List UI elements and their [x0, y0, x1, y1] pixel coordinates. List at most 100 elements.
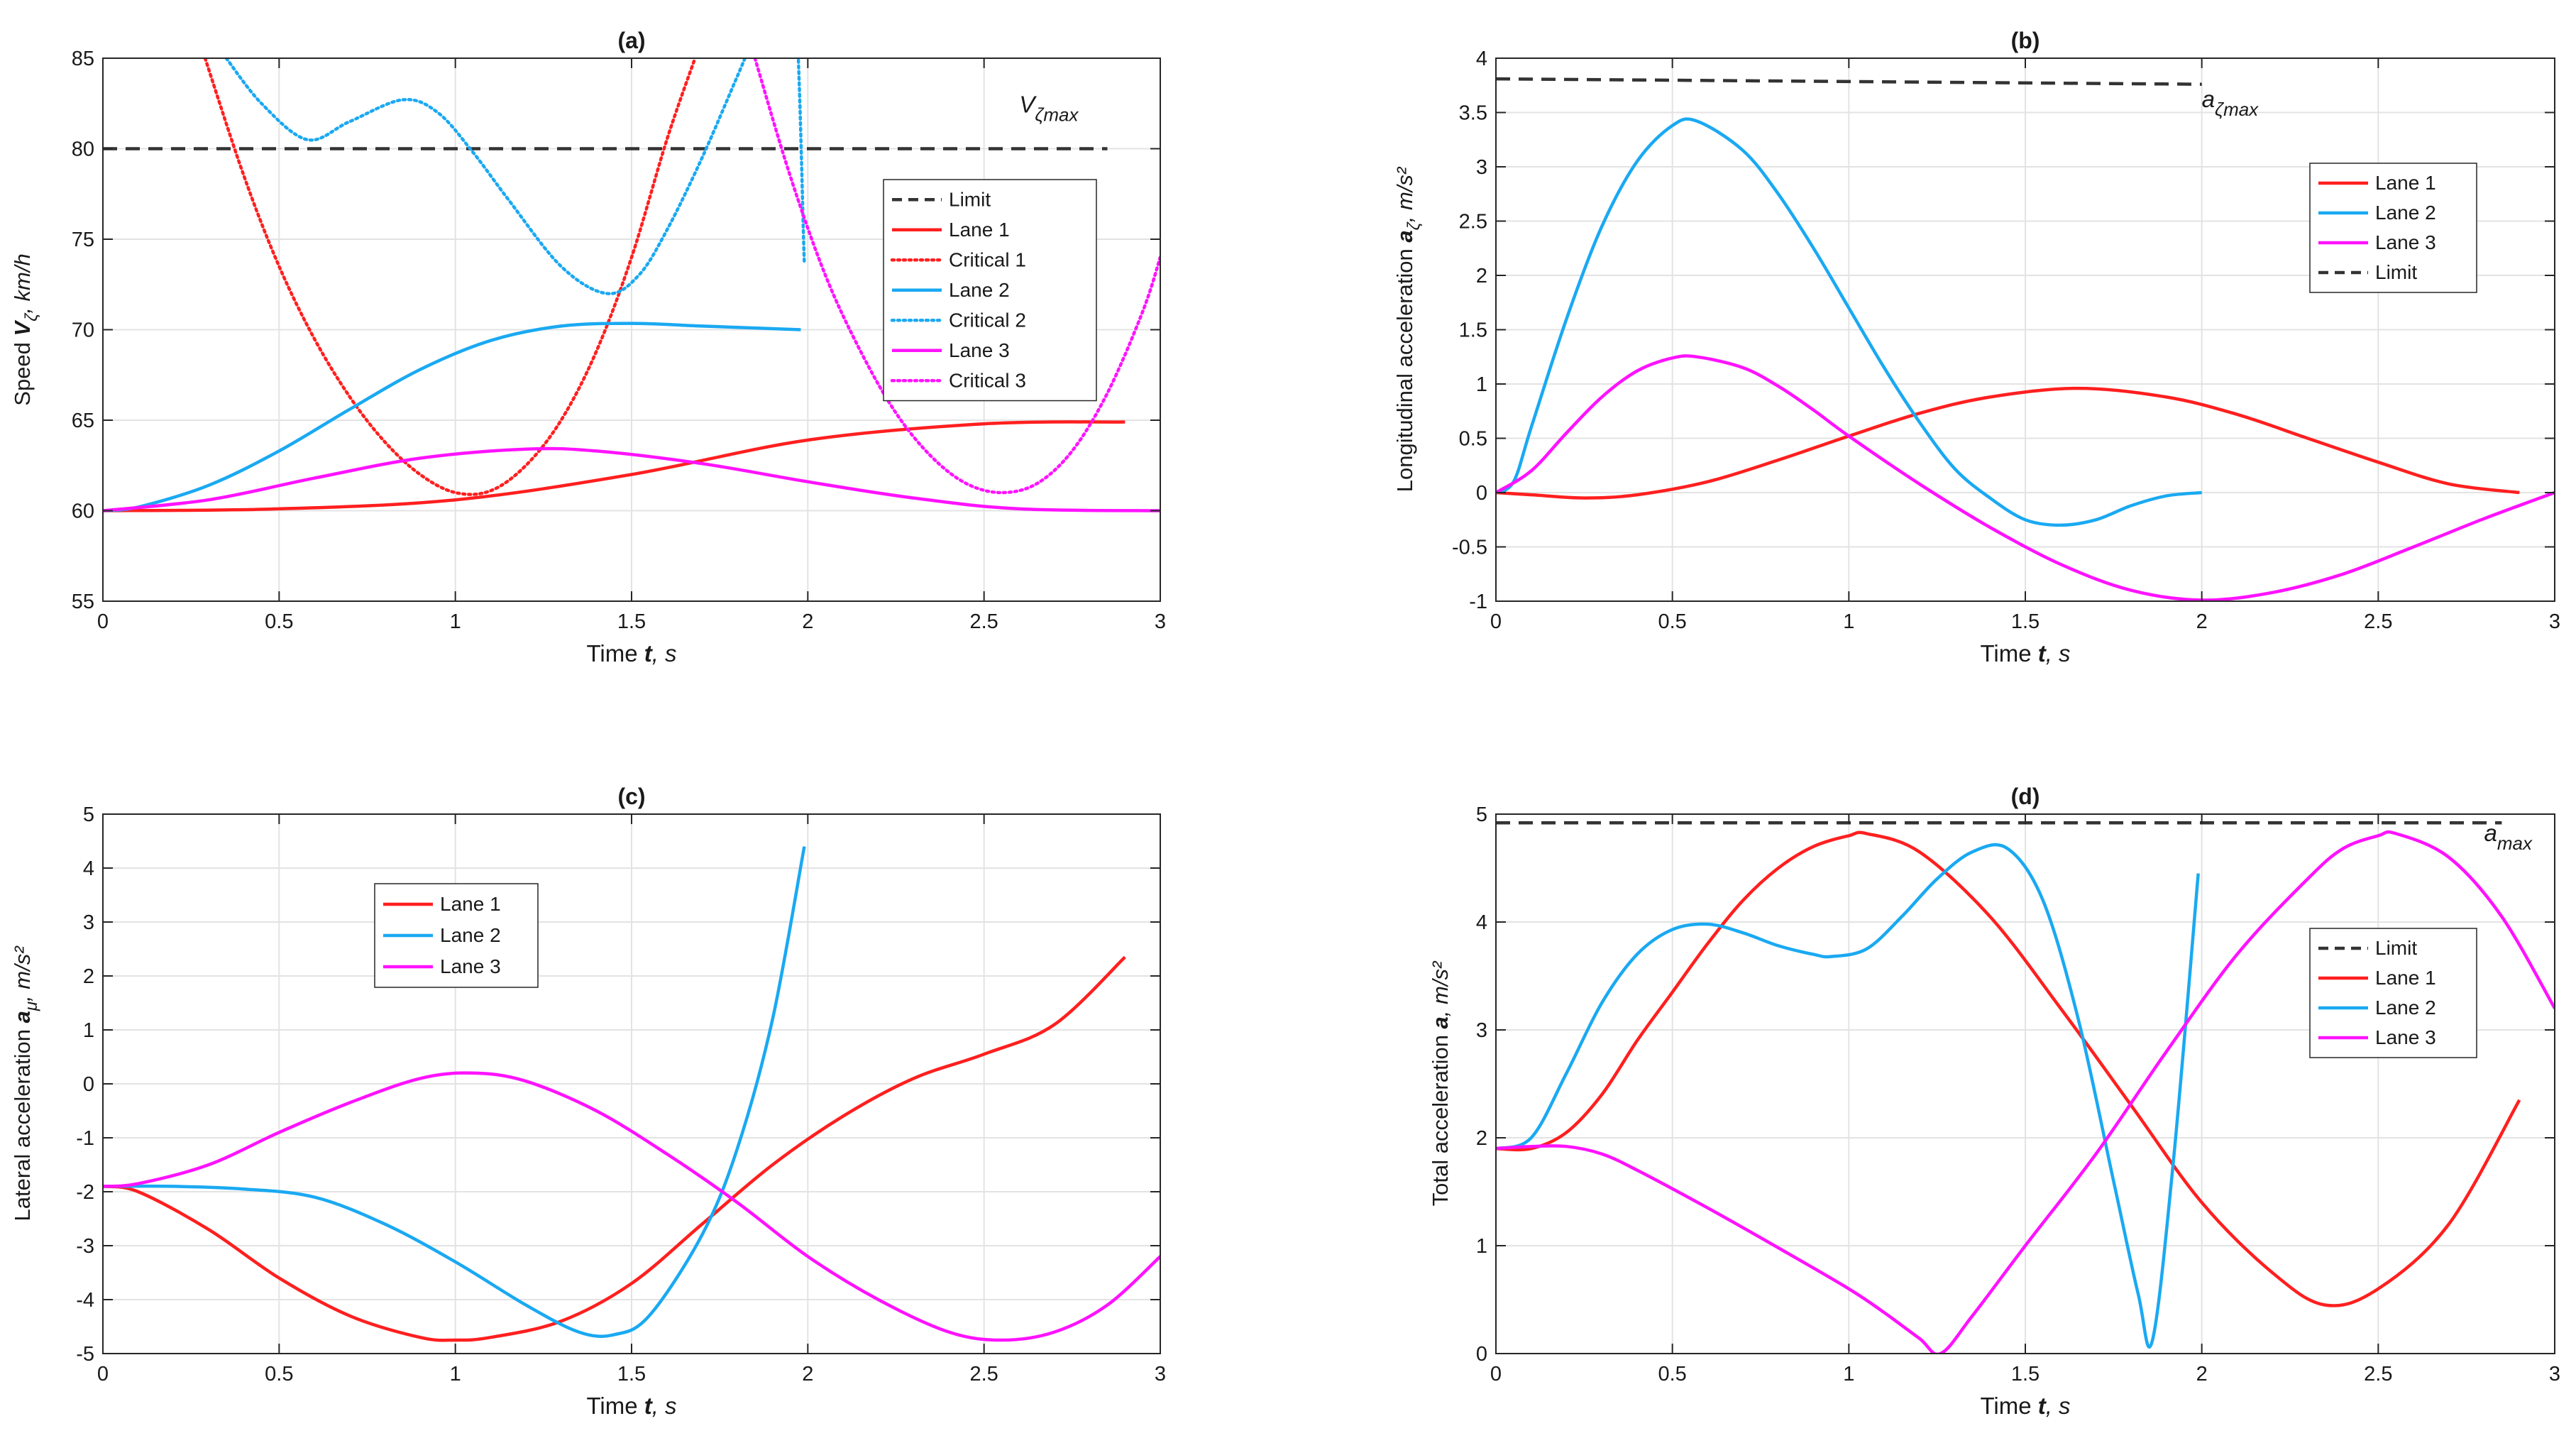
y-tick-label: 0	[1476, 1343, 1487, 1366]
y-tick-label: 1.5	[1459, 319, 1487, 342]
y-tick-label: 0.5	[1459, 428, 1487, 451]
legend-entry: Lane 1	[2375, 172, 2436, 194]
limit-annotation: amax	[2484, 820, 2533, 854]
x-tick-label: 1.5	[617, 610, 646, 633]
legend: Limit Lane 1 Critical 1 Lane 2 Critical 2 Lan…	[883, 179, 1097, 402]
series-line-limit	[1496, 77, 2202, 86]
series-line-critical-2	[224, 58, 806, 295]
x-tick-label: 2.5	[970, 1363, 998, 1386]
legend-box	[2309, 163, 2477, 293]
chart-title: (b)	[2011, 28, 2040, 53]
legend: Lane 1 Lane 2 Lane 3	[374, 883, 539, 988]
y-axis-label: Lateral acceleration aμ, m/s²	[10, 945, 41, 1222]
x-tick-label: 2	[2196, 1363, 2208, 1386]
x-tick-label: 3	[1155, 610, 1166, 633]
y-tick-label: -1	[1469, 591, 1487, 613]
y-tick-label: 75	[72, 229, 94, 251]
series-group	[1496, 821, 2555, 1354]
subplot-a: 0 0.5 1 1.5 2 2.5 3 55 60 65 70 75 80 85 (a) Time t, s S…	[10, 28, 1166, 666]
y-tick-label: -4	[76, 1289, 94, 1312]
legend-entry: Lane 3	[440, 955, 501, 977]
y-tick-label: 60	[72, 500, 94, 523]
chart-title: (c)	[617, 784, 645, 809]
legend-entry: Lane 1	[440, 893, 501, 915]
x-tick-label: 0.5	[1658, 610, 1687, 633]
x-tick-label: 2.5	[2364, 610, 2392, 633]
x-tick-label: 0.5	[1658, 1363, 1687, 1386]
y-tick-label: 5	[1476, 803, 1487, 826]
legend-entry: Critical 3	[949, 369, 1026, 391]
x-tick-label: 3	[1155, 1363, 1166, 1386]
legend-entry: Lane 2	[440, 924, 501, 946]
x-tick-label: 2.5	[970, 610, 998, 633]
y-tick-label: -5	[76, 1343, 94, 1366]
series-line-lane-3	[103, 446, 1160, 512]
series-line-lane-1	[103, 955, 1126, 1342]
series-line-lane-1	[103, 420, 1125, 512]
y-tick-label: 0	[1476, 482, 1487, 505]
legend-box	[2309, 928, 2477, 1058]
legend-entry: Lane 1	[949, 219, 1010, 241]
x-tick-label: 1	[1843, 1363, 1854, 1386]
y-tick-label: 3	[1476, 1019, 1487, 1042]
y-tick-label: 3	[83, 911, 94, 934]
series-line-lane-3	[1496, 354, 2555, 601]
legend-entry: Lane 2	[949, 279, 1010, 301]
legend-entry: Limit	[949, 188, 991, 210]
limit-annotation: aζmax	[2202, 86, 2259, 120]
y-tick-label: -0.5	[1452, 537, 1487, 559]
x-tick-label: 1	[1843, 610, 1854, 633]
x-tick-label: 0.5	[265, 1363, 293, 1386]
legend-entry: Lane 1	[2375, 967, 2436, 989]
y-tick-label: 80	[72, 138, 94, 161]
y-tick-label: 1	[83, 1019, 94, 1042]
y-tick-label: 3	[1476, 156, 1487, 179]
x-axis-label: Time t, s	[1980, 1393, 2070, 1419]
x-tick-label: 0	[97, 1363, 109, 1386]
legend-entry: Lane 2	[2375, 997, 2436, 1019]
series-group	[103, 846, 1160, 1342]
x-axis-label: Time t, s	[586, 1393, 676, 1419]
series-line-lane-1	[1496, 830, 2521, 1307]
y-tick-label: 4	[1476, 48, 1487, 70]
x-tick-label: 1	[450, 1363, 461, 1386]
x-tick-label: 0	[1490, 610, 1502, 633]
y-axis-label: Longitudinal acceleration aζ, m/s²	[1392, 166, 1424, 492]
y-tick-label: 2	[83, 965, 94, 988]
x-tick-label: 3	[2549, 1363, 2560, 1386]
x-tick-label: 0	[1490, 1363, 1502, 1386]
series-line-critical-3	[753, 58, 1160, 495]
series-line-lane-2	[103, 322, 801, 512]
x-tick-label: 1	[450, 610, 461, 633]
x-axis-label: Time t, s	[586, 640, 676, 666]
y-tick-label: 2	[1476, 1127, 1487, 1150]
x-tick-label: 0.5	[265, 610, 293, 633]
y-tick-label: 4	[83, 857, 94, 880]
x-axis-label: Time t, s	[1980, 640, 2070, 666]
y-tick-label: 2.5	[1459, 211, 1487, 234]
legend-entry: Lane 3	[2375, 1026, 2436, 1048]
chart-title: (d)	[2011, 784, 2040, 809]
legend-entry: Limit	[2375, 261, 2417, 283]
series-line-lane-3	[1496, 830, 2555, 1354]
subplot-b: 0 0.5 1 1.5 2 2.5 3 -1 -0.5 0 0.5 1 1.5 2 2.5 3 3.5 4 (b) T…	[1392, 28, 2560, 666]
legend-entry: Limit	[2375, 937, 2417, 959]
subplot-d: 0 0.5 1 1.5 2 2.5 3 0 1 2 3 4 5 (d) Time t, s Total acc…	[1428, 784, 2560, 1419]
y-tick-label: -2	[76, 1181, 94, 1204]
series-group	[103, 58, 1160, 512]
x-tick-label: 1.5	[2011, 1363, 2040, 1386]
series-line-lane-3	[103, 1071, 1160, 1342]
x-tick-label: 1.5	[2011, 610, 2040, 633]
y-tick-label: 1	[1476, 1235, 1487, 1258]
y-tick-label: 70	[72, 319, 94, 342]
legend-entry: Critical 1	[949, 248, 1026, 270]
x-tick-label: 2.5	[2364, 1363, 2392, 1386]
y-axis-label: Total acceleration a, m/s²	[1428, 960, 1453, 1206]
series-line-critical-1	[203, 58, 697, 496]
legend-entry: Lane 3	[949, 339, 1010, 361]
y-tick-label: 55	[72, 591, 94, 613]
y-tick-label: 4	[1476, 911, 1487, 934]
chart-title: (a)	[617, 28, 645, 53]
limit-annotation: Vζmax	[1019, 92, 1079, 126]
